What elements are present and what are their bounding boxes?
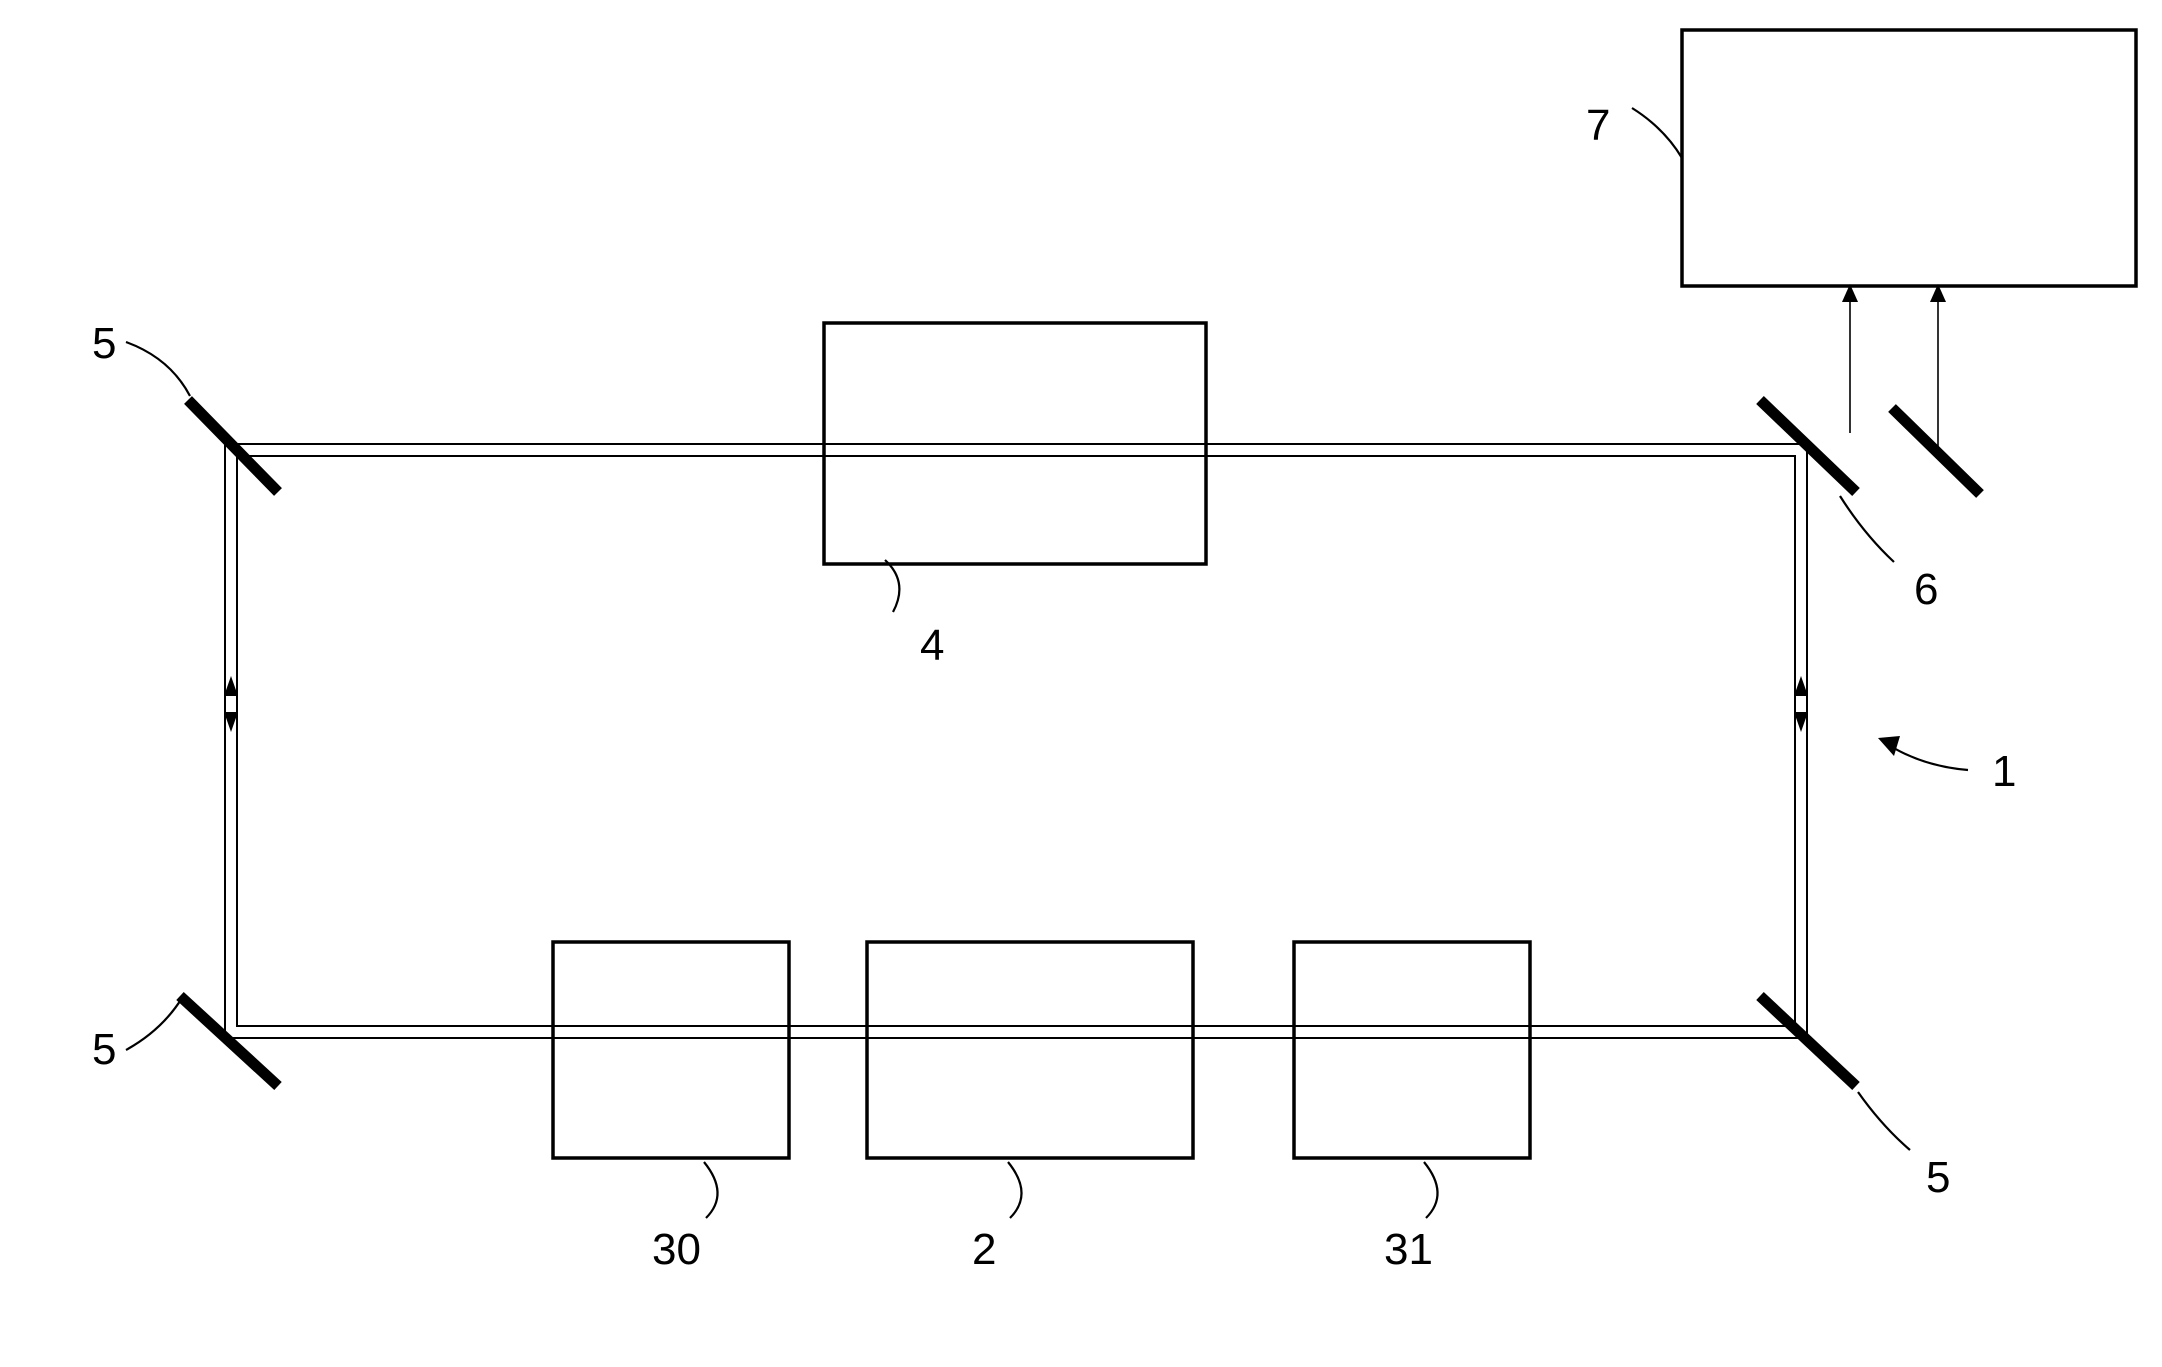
output-arrow-1 <box>1842 284 1858 433</box>
mirror-bl <box>180 996 278 1086</box>
output-arrow-2 <box>1930 284 1946 450</box>
label-5c: 5 <box>1926 1153 1950 1202</box>
label-5a: 5 <box>92 319 116 368</box>
mirror-extra-right <box>1892 408 1980 494</box>
label-6: 6 <box>1914 565 1938 614</box>
box-31 <box>1294 942 1530 1158</box>
ring-resonator <box>225 444 1807 1038</box>
ring-direction-arrows-left <box>224 676 238 732</box>
label-5b: 5 <box>92 1025 116 1074</box>
schematic-canvas: 5 5 5 6 7 4 30 2 31 1 <box>0 0 2162 1367</box>
label-2: 2 <box>972 1225 996 1274</box>
label-31: 31 <box>1384 1225 1433 1274</box>
box-2 <box>867 942 1193 1158</box>
label-1: 1 <box>1992 747 2016 796</box>
ring-outer <box>225 444 1807 1038</box>
mirror-tl <box>188 400 278 492</box>
box-7 <box>1682 30 2136 286</box>
label-30: 30 <box>652 1225 701 1274</box>
label-7: 7 <box>1586 101 1610 150</box>
box-30 <box>553 942 789 1158</box>
ring-direction-arrows-right <box>1794 676 1808 732</box>
label-1-pointer <box>1878 736 1968 770</box>
label-4: 4 <box>920 621 944 670</box>
callouts: 5 5 5 6 7 4 30 2 31 1 <box>92 101 2016 1274</box>
